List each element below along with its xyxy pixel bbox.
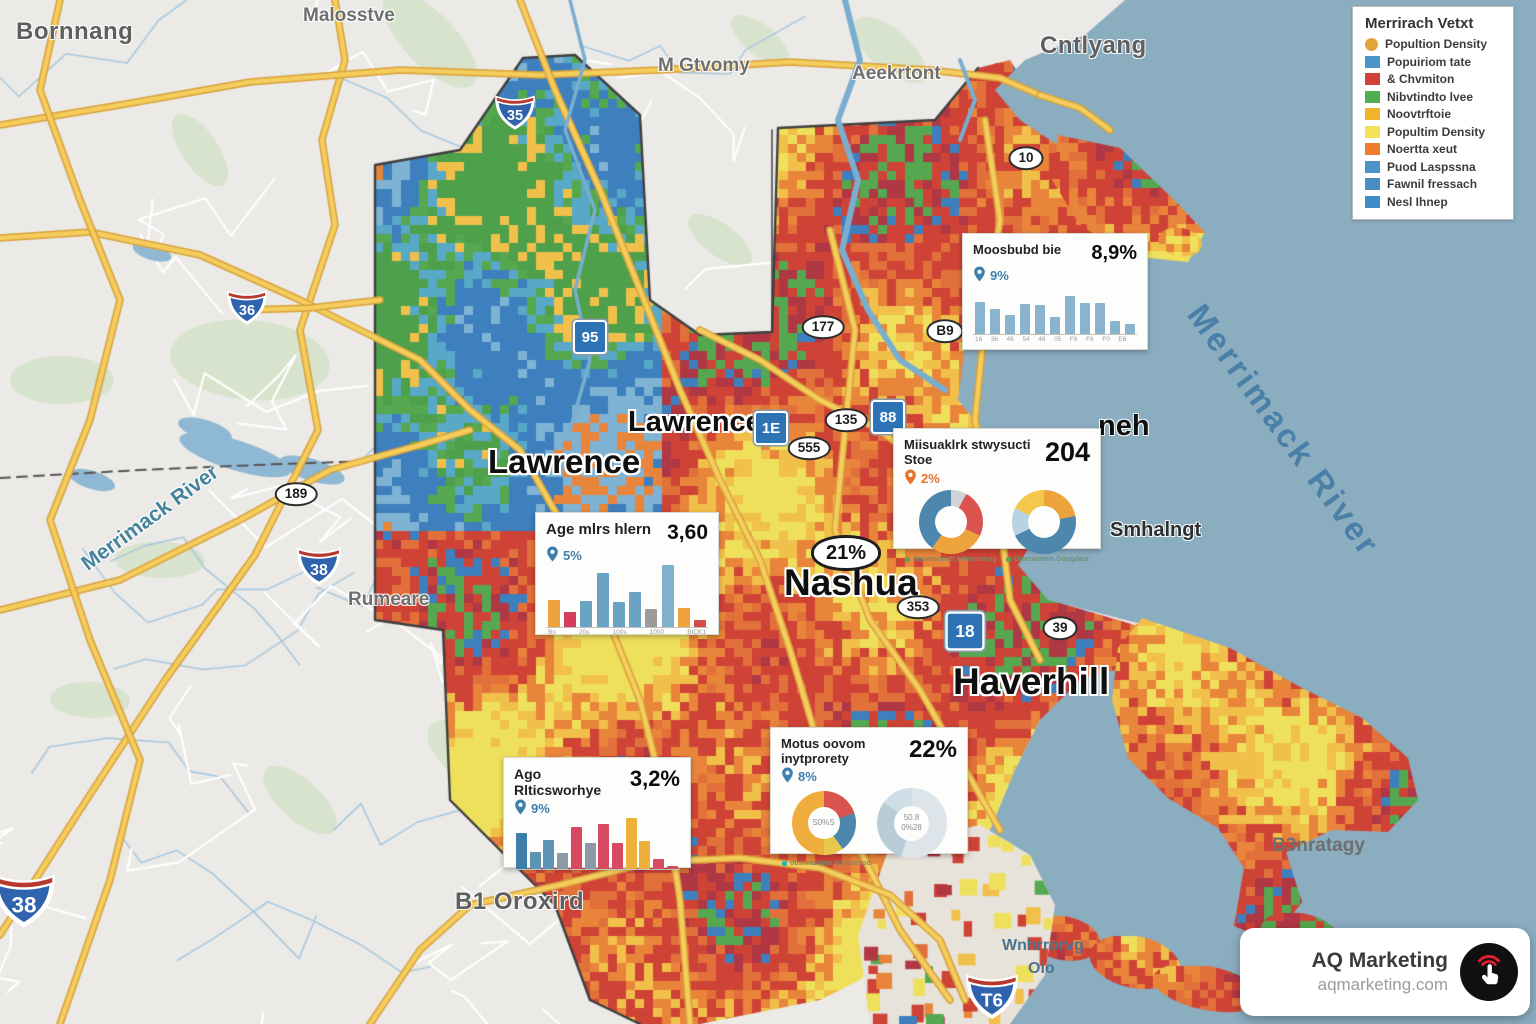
square-swatch — [1365, 143, 1380, 155]
legend-label: Nibvtindto lvee — [1387, 89, 1474, 104]
legend-label: Fawnil fressach — [1387, 177, 1478, 191]
legend-item-noertta-xeut: Noertta xeut — [1365, 142, 1503, 156]
click-icon — [1460, 943, 1518, 1001]
square-swatch — [1365, 125, 1380, 138]
legend-label: & Chvmiton — [1387, 72, 1455, 86]
legend-item-popultim-density: Popultim Density — [1365, 125, 1503, 139]
branding-domain-link[interactable]: aqmarketing.com — [1317, 975, 1448, 994]
branding-name: AQ Marketing — [1311, 949, 1448, 972]
legend-item-chvmiton: & Chvmiton — [1365, 72, 1503, 86]
legend-label: Popultion Density — [1385, 37, 1487, 51]
legend-item-popultion-density: Popultion Density — [1365, 37, 1503, 51]
square-swatch — [1365, 55, 1380, 68]
legend-item-puod-laspssna: Puod Laspssna — [1365, 160, 1503, 174]
legend-item-nibvtindto-lvee: Nibvtindto lvee — [1365, 90, 1503, 104]
legend-label: Nesl Ihnep — [1387, 194, 1448, 209]
legend-label: Popultim Density — [1387, 124, 1486, 139]
square-swatch — [1365, 160, 1380, 173]
legend-label: Noovtrftoie — [1387, 107, 1451, 121]
legend-title: Merrirach Vetxt — [1365, 15, 1474, 32]
legend-label: Noertta xeut — [1387, 142, 1458, 156]
legend-item-fawnil-fressach: Fawnil fressach — [1365, 177, 1503, 191]
branding-card[interactable]: AQ Marketing aqmarketing.com — [1240, 928, 1530, 1016]
square-swatch — [1365, 195, 1380, 208]
legend-item-noovtrftoie: Noovtrftoie — [1365, 107, 1503, 121]
legend-label: Popuiriom tate — [1387, 54, 1472, 69]
map-legend: Merrirach Vetxt Popultion Density Popuiri… — [1352, 6, 1514, 220]
legend-item-nesl-ihnep: Nesl Ihnep — [1365, 195, 1503, 209]
legend-item-popuiriom-tate: Popuiriom tate — [1365, 55, 1503, 69]
square-swatch — [1365, 90, 1380, 103]
circle-swatch — [1365, 37, 1378, 51]
square-swatch — [1365, 108, 1380, 120]
square-swatch — [1365, 73, 1380, 85]
square-swatch — [1365, 178, 1380, 190]
legend-label: Puod Laspssna — [1387, 159, 1476, 174]
